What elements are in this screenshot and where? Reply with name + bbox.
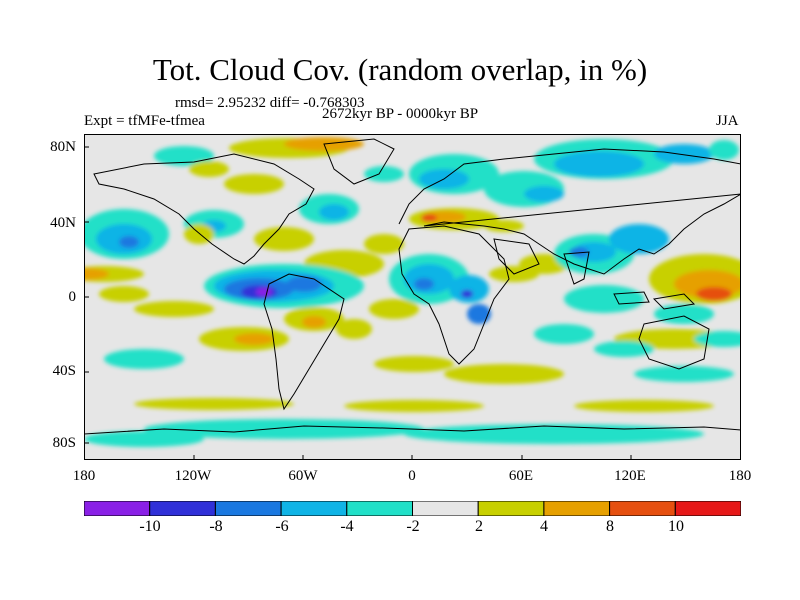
colorbar-swatch: [214, 501, 282, 516]
anomaly-field: [84, 137, 741, 447]
experiment-label: Expt = tfMFe-tfmea: [84, 113, 205, 129]
lon-label-60e: 60E: [508, 468, 534, 484]
coastlines: [84, 138, 741, 435]
lat-label-80n: 80N: [50, 139, 76, 155]
colorbar-label: -4: [340, 518, 354, 535]
colorbar-label: -2: [406, 518, 420, 535]
lon-label-0: 0: [408, 468, 416, 484]
lon-label-180e: 180: [728, 468, 752, 484]
colorbar-swatch: [149, 501, 216, 516]
colorbar-label: -6: [275, 518, 289, 535]
colorbar-swatch: [477, 501, 545, 516]
colorbar-label: -10: [139, 518, 161, 535]
lat-label-80s: 80S: [52, 435, 76, 451]
period-label: 2672kyr BP - 0000kyr BP: [322, 106, 479, 122]
stats-label: rmsd= 2.95232 diff= -0.768303: [175, 95, 365, 111]
colorbar-label: 10: [668, 518, 684, 535]
colorbar-label: -8: [209, 518, 223, 535]
lon-label-120w: 120W: [174, 468, 212, 484]
lon-label-60w: 60W: [288, 468, 318, 484]
season-label: JJA: [716, 113, 739, 129]
map-title: Tot. Cloud Cov. (random overlap, in %): [152, 52, 648, 87]
colorbar-swatch: [674, 501, 741, 516]
colorbar-swatch: [543, 501, 611, 516]
lat-label-0: 0: [68, 289, 77, 305]
lat-label-40n: 40N: [50, 215, 76, 231]
colorbar-label: 4: [540, 518, 548, 535]
map-plot: [84, 134, 741, 460]
lat-label-40s: 40S: [52, 363, 76, 379]
colorbar-swatch: [346, 501, 413, 516]
lon-label-120e: 120E: [614, 468, 646, 484]
colorbar-swatch: [609, 501, 676, 516]
colorbar-swatch: [412, 501, 479, 516]
axis-ticks: [84, 146, 632, 460]
lon-label-180w: 180: [72, 468, 96, 484]
colorbar-swatch: [280, 501, 348, 516]
colorbar-swatch: [84, 501, 151, 516]
colorbar-label: 2: [475, 518, 483, 535]
colorbar-label: 8: [606, 518, 614, 535]
colorbar: [84, 501, 741, 516]
